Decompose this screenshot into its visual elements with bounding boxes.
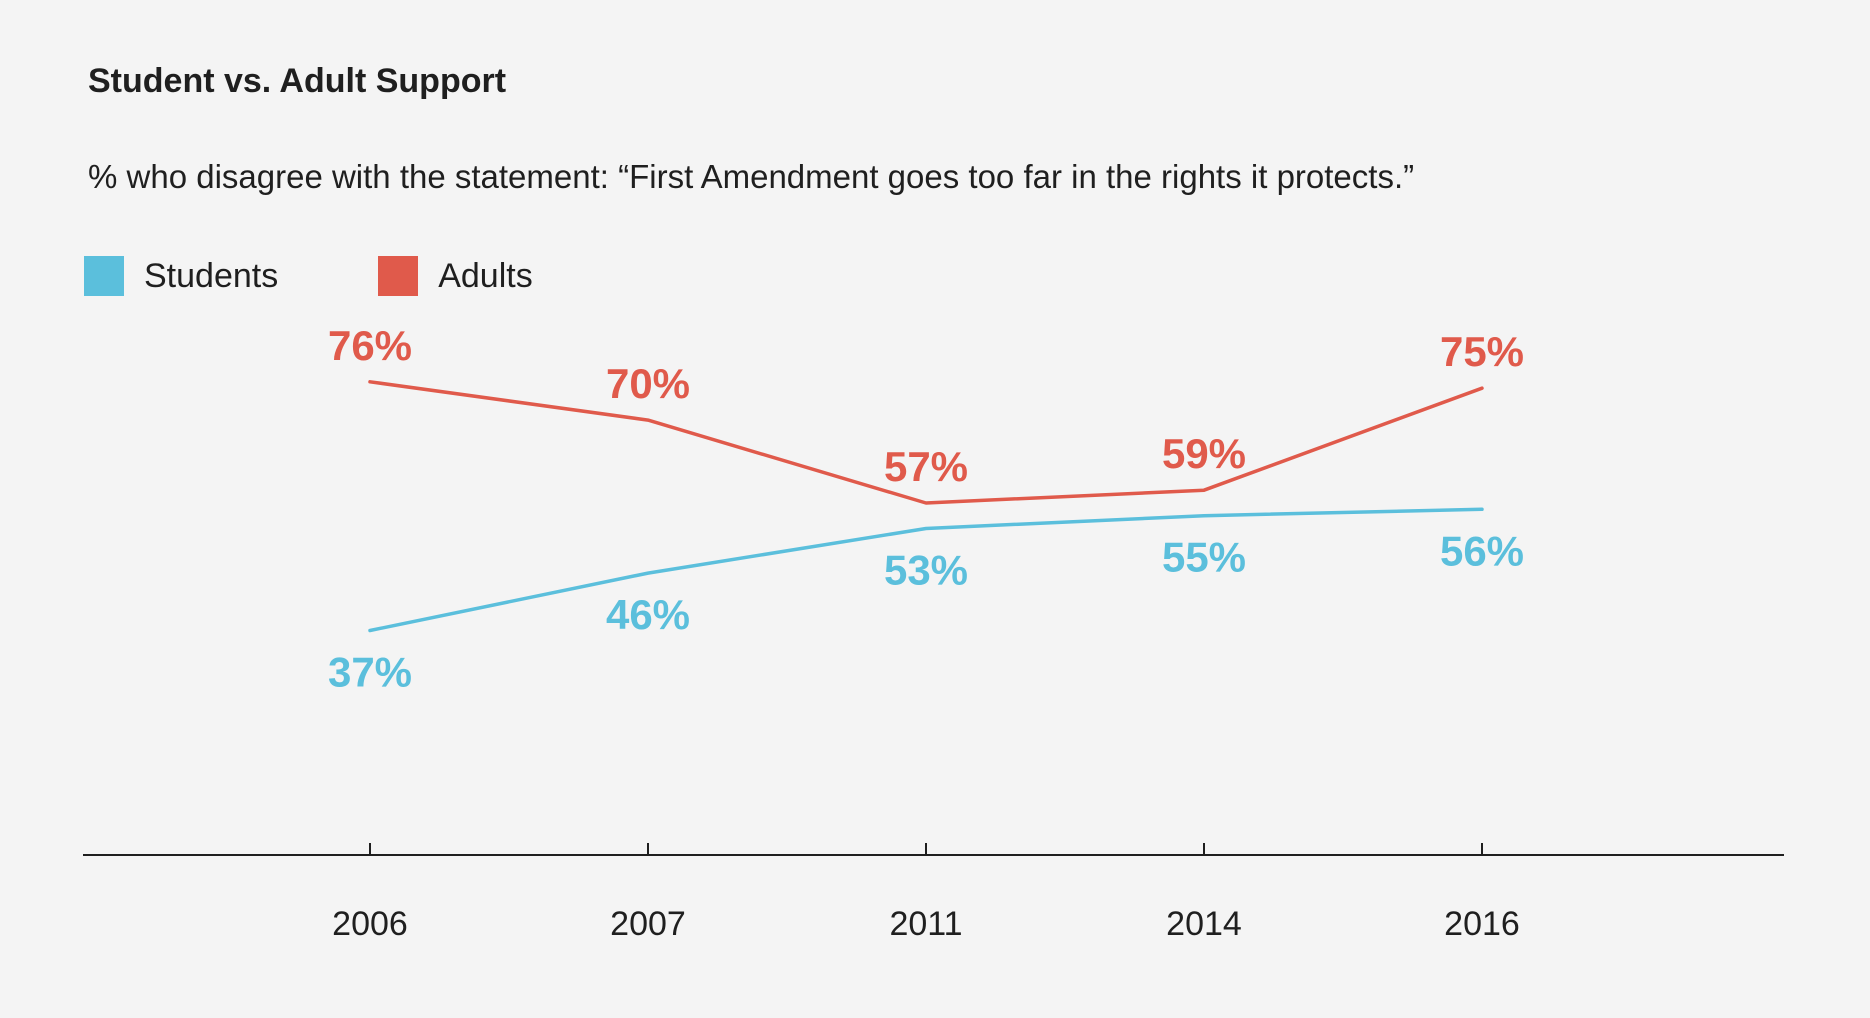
- x-tick-label-2007: 2007: [610, 905, 686, 943]
- legend-swatch-adults: [378, 256, 419, 296]
- legend-label-adults: Adults: [438, 256, 533, 295]
- x-tick-label-2016: 2016: [1444, 905, 1520, 943]
- legend-swatch-students: [84, 256, 124, 296]
- legend-item-adults: Adults: [378, 256, 533, 296]
- data-label-adults-2011: 57%: [884, 443, 968, 490]
- chart-subtitle: % who disagree with the statement: “Firs…: [88, 158, 1415, 195]
- x-tick-label-2014: 2014: [1166, 905, 1242, 943]
- legend-item-students: Students: [84, 256, 278, 296]
- series-line-students: [368, 507, 1484, 633]
- data-label-adults-2016: 75%: [1440, 328, 1524, 375]
- data-label-students-2011: 53%: [884, 547, 968, 594]
- series-line-adults: [368, 380, 1484, 505]
- x-tick-label-2011: 2011: [889, 905, 962, 943]
- data-label-students-2014: 55%: [1162, 534, 1246, 581]
- data-label-students-2007: 46%: [606, 591, 690, 638]
- chart-title: Student vs. Adult Support: [88, 62, 507, 100]
- data-label-adults-2006: 76%: [328, 322, 412, 369]
- data-label-adults-2007: 70%: [606, 360, 690, 407]
- chart-legend: Students Adults: [84, 256, 633, 296]
- x-tick-label-2006: 2006: [332, 905, 408, 943]
- data-label-students-2016: 56%: [1440, 527, 1524, 574]
- data-label-adults-2014: 59%: [1162, 430, 1246, 477]
- data-label-students-2006: 37%: [328, 649, 412, 696]
- legend-label-students: Students: [144, 256, 279, 295]
